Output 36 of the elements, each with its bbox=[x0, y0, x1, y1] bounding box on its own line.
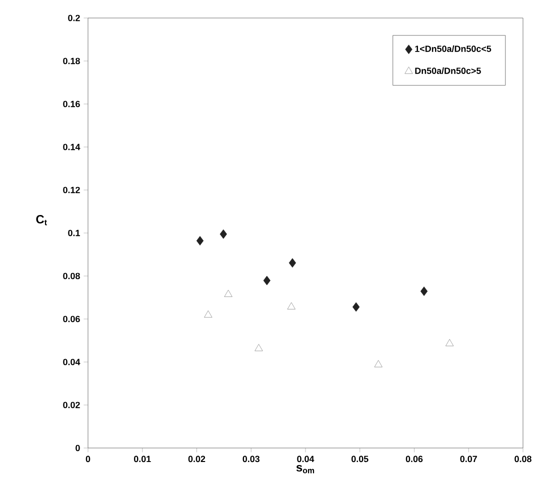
x-tick-label: 0 bbox=[86, 456, 90, 462]
point bbox=[220, 229, 227, 239]
y-tick-label: 0.02 bbox=[63, 402, 80, 408]
point bbox=[374, 360, 382, 368]
point bbox=[196, 236, 204, 246]
x-tick-label: 0.04 bbox=[297, 456, 314, 462]
x-tick-label: 0.06 bbox=[406, 456, 423, 462]
y-tick-label: 0.14 bbox=[63, 144, 80, 150]
legend-label: Dn50a/Dn50c>5 bbox=[415, 67, 481, 74]
y-axis-title: C$_{t}$ bbox=[36, 214, 47, 226]
point bbox=[352, 302, 360, 312]
point bbox=[288, 258, 296, 268]
point bbox=[420, 286, 428, 296]
y-tick-label: 0.2 bbox=[68, 14, 80, 22]
x-tick-label: 0.01 bbox=[134, 456, 151, 462]
x-tick-label: 0.03 bbox=[242, 456, 260, 462]
point bbox=[287, 302, 296, 310]
point bbox=[204, 310, 212, 318]
point bbox=[445, 339, 454, 346]
x-tick-label: 0.07 bbox=[460, 456, 477, 462]
y-tick-label: 0.04 bbox=[63, 358, 80, 366]
point bbox=[224, 290, 232, 297]
y-tick-label: 0.18 bbox=[63, 58, 80, 64]
y-tick-label: 0 bbox=[76, 444, 80, 452]
x-tick-label: 0.05 bbox=[352, 456, 368, 462]
x-axis-title: s$_{om}$ bbox=[296, 464, 314, 474]
x-tick-label: 0.08 bbox=[514, 456, 532, 462]
y-tick-label: 0.08 bbox=[63, 272, 80, 280]
y-tick-label: 0.16 bbox=[63, 100, 80, 108]
legend-label: 1<Dn50a/Dn50c<5 bbox=[415, 45, 492, 52]
y-tick-label: 0.06 bbox=[63, 316, 80, 322]
y-tick-label: 0.12 bbox=[63, 186, 80, 194]
point bbox=[254, 344, 263, 352]
point bbox=[263, 276, 270, 286]
y-tick-label: 0.1 bbox=[68, 230, 80, 236]
x-tick-label: 0.02 bbox=[188, 456, 206, 462]
